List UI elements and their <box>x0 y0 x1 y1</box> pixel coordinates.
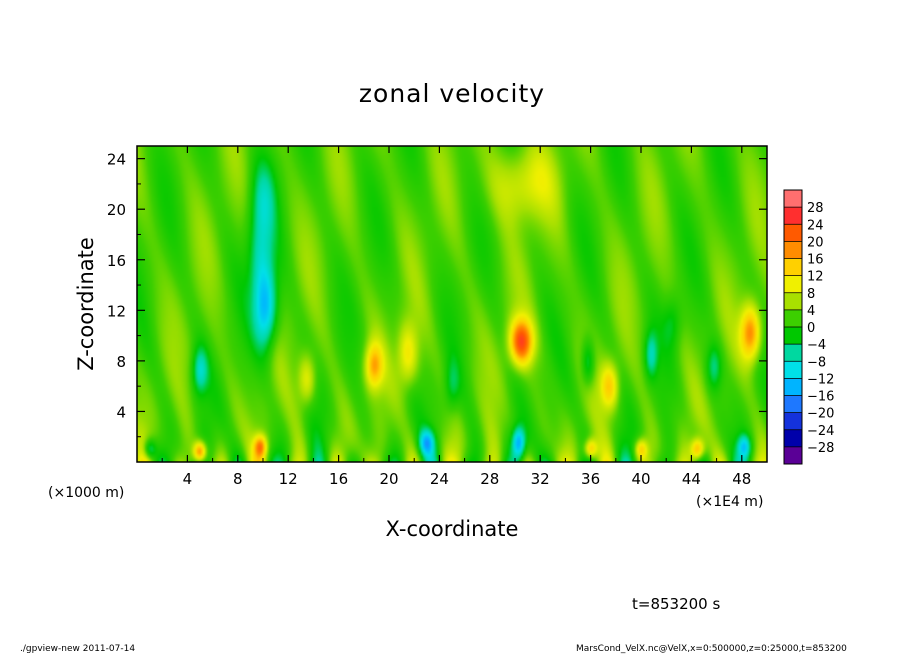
y-axis-ticks: 4 8 12 16 20 24 <box>107 151 767 438</box>
x-tick-label: 28 <box>480 470 499 488</box>
colorbar-swatch <box>784 207 802 225</box>
footer-left: ./gpview-new 2011-07-14 <box>20 644 135 654</box>
y-tick-label: 16 <box>107 252 126 270</box>
colorbar-swatch <box>784 446 802 465</box>
colorbar-label: 4 <box>807 304 815 319</box>
colorbar-label: −20 <box>807 407 834 422</box>
colorbar-label: 16 <box>807 253 824 268</box>
colorbar-swatch <box>784 327 802 345</box>
colorbar-label: 20 <box>807 235 824 250</box>
colorbar-swatch <box>784 378 802 396</box>
colorbar-label: 12 <box>807 270 824 285</box>
x-axis-ticks: 4 8 12 16 20 24 28 32 36 40 44 48 <box>161 146 751 488</box>
colorbar-label: 0 <box>807 321 815 336</box>
colorbar-label: −24 <box>807 424 834 439</box>
colorbar-swatch <box>784 344 802 362</box>
x-unit-right: (×1E4 m) <box>696 494 763 510</box>
y-tick-label: 24 <box>107 151 126 169</box>
colorbar-label: −12 <box>807 372 834 387</box>
colorbar-swatch <box>784 275 802 294</box>
colorbar-swatch <box>784 190 802 208</box>
x-tick-label: 48 <box>732 470 751 488</box>
y-tick-label: 4 <box>116 403 126 421</box>
y-tick-label: 20 <box>107 201 126 219</box>
time-annotation: t=853200 s <box>632 595 720 613</box>
colorbar-label: 8 <box>807 287 815 302</box>
colorbar-swatch <box>784 258 802 277</box>
colorbar: 28 24 20 16 12 8 4 0 −4 −8 −12 −16 −20 −24 −28 <box>783 189 834 465</box>
x-axis-label: X-coordinate <box>386 517 519 541</box>
x-tick-label: 20 <box>379 470 398 488</box>
colorbar-swatch <box>784 429 802 448</box>
heatmap-area <box>137 146 767 462</box>
y-tick-label: 8 <box>116 353 126 371</box>
colorbar-label: −28 <box>807 441 834 456</box>
x-tick-label: 36 <box>581 470 600 488</box>
x-tick-label: 32 <box>531 470 550 488</box>
colorbar-swatch <box>784 395 802 414</box>
colorbar-swatch <box>784 224 802 242</box>
chart-title: zonal velocity <box>359 79 545 108</box>
colorbar-label: 28 <box>807 201 824 216</box>
x-tick-label: 4 <box>183 470 193 488</box>
x-tick-label: 16 <box>329 470 348 488</box>
x-tick-label: 24 <box>430 470 449 488</box>
x-tick-label: 12 <box>279 470 298 488</box>
x-unit-left: (×1000 m) <box>48 485 124 501</box>
footer-right: MarsCond_VelX.nc@VelX,x=0:500000,z=0:250… <box>576 644 847 654</box>
y-axis-label: Z-coordinate <box>74 237 98 371</box>
x-tick-label: 40 <box>631 470 650 488</box>
colorbar-swatch <box>784 361 802 379</box>
colorbar-label: 24 <box>807 218 824 233</box>
x-tick-label: 44 <box>682 470 701 488</box>
colorbar-label: −16 <box>807 390 834 405</box>
colorbar-swatch <box>784 412 802 431</box>
heatmap-image <box>137 146 767 462</box>
x-tick-label: 8 <box>233 470 243 488</box>
y-tick-label: 12 <box>107 302 126 320</box>
colorbar-swatch <box>784 309 802 328</box>
colorbar-swatch <box>784 241 802 259</box>
plot-frame <box>136 145 768 463</box>
colorbar-swatch <box>784 292 802 311</box>
colorbar-label: −4 <box>807 338 826 353</box>
colorbar-label: −8 <box>807 355 826 370</box>
